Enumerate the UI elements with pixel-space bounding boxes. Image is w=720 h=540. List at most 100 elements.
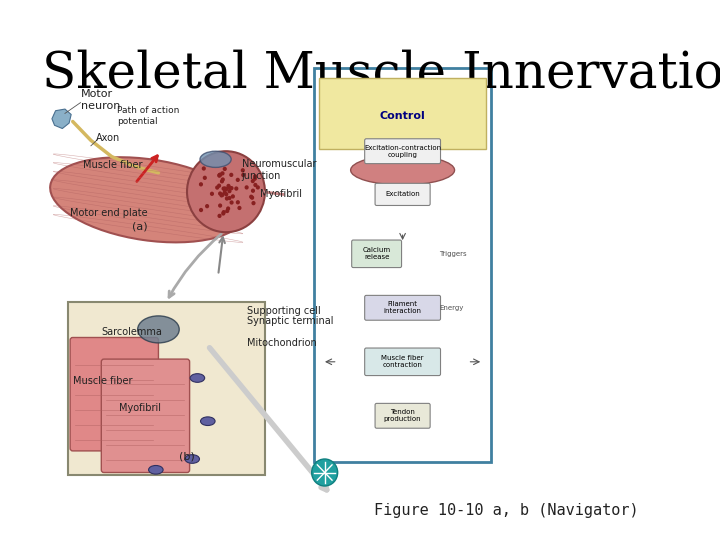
Circle shape	[217, 173, 222, 178]
Text: Muscle fiber
contraction: Muscle fiber contraction	[382, 355, 424, 368]
FancyBboxPatch shape	[70, 338, 158, 451]
Circle shape	[245, 185, 248, 190]
Text: Filament
interaction: Filament interaction	[384, 301, 422, 314]
FancyBboxPatch shape	[351, 240, 402, 267]
Circle shape	[222, 186, 225, 191]
Text: Control: Control	[379, 111, 426, 121]
Circle shape	[226, 206, 230, 211]
Text: Energy: Energy	[439, 305, 464, 311]
Circle shape	[224, 187, 228, 191]
Text: Excitation: Excitation	[385, 191, 420, 198]
Text: Mitochondrion: Mitochondrion	[247, 338, 317, 348]
Circle shape	[234, 186, 238, 191]
Circle shape	[235, 200, 240, 205]
FancyBboxPatch shape	[102, 359, 189, 472]
Circle shape	[215, 185, 220, 190]
Circle shape	[187, 151, 265, 232]
Ellipse shape	[138, 316, 179, 343]
Circle shape	[256, 185, 260, 190]
Ellipse shape	[201, 417, 215, 426]
Ellipse shape	[185, 455, 199, 463]
Circle shape	[217, 184, 221, 188]
FancyBboxPatch shape	[68, 302, 265, 475]
Circle shape	[218, 191, 222, 195]
Circle shape	[199, 208, 203, 212]
Text: Excitation-contraction
coupling: Excitation-contraction coupling	[364, 145, 441, 158]
Circle shape	[222, 167, 227, 171]
Circle shape	[250, 195, 254, 200]
Circle shape	[220, 179, 224, 184]
Circle shape	[218, 172, 222, 177]
Circle shape	[231, 194, 235, 199]
Text: Muscle fiber: Muscle fiber	[83, 160, 143, 170]
Circle shape	[228, 196, 232, 200]
Text: Muscle fiber: Muscle fiber	[73, 376, 132, 386]
Circle shape	[224, 192, 228, 197]
Circle shape	[253, 183, 258, 187]
Circle shape	[230, 186, 233, 190]
FancyBboxPatch shape	[320, 78, 486, 148]
Text: Skeletal Muscle Innervation: Skeletal Muscle Innervation	[42, 49, 720, 98]
Circle shape	[230, 200, 234, 205]
Circle shape	[210, 192, 214, 196]
Circle shape	[222, 210, 226, 214]
Circle shape	[221, 177, 225, 181]
Circle shape	[235, 178, 240, 182]
Text: Axon: Axon	[96, 133, 120, 143]
Ellipse shape	[351, 155, 454, 185]
Circle shape	[249, 194, 253, 199]
Circle shape	[228, 189, 232, 193]
Circle shape	[312, 459, 338, 486]
Circle shape	[223, 187, 227, 192]
Text: Sarcolemma: Sarcolemma	[102, 327, 162, 337]
Text: Myofibril: Myofibril	[260, 190, 302, 199]
Text: Calcium
release: Calcium release	[363, 247, 391, 260]
Circle shape	[253, 177, 257, 181]
Text: Motor end plate: Motor end plate	[70, 208, 148, 218]
FancyBboxPatch shape	[364, 348, 441, 376]
Circle shape	[205, 204, 210, 208]
Circle shape	[220, 193, 225, 197]
Circle shape	[238, 206, 241, 210]
Circle shape	[222, 191, 227, 195]
Text: (b): (b)	[179, 451, 195, 461]
Circle shape	[217, 214, 222, 218]
FancyBboxPatch shape	[315, 68, 491, 462]
Circle shape	[217, 173, 222, 177]
Circle shape	[251, 179, 255, 183]
Text: Supporting cell: Supporting cell	[247, 306, 320, 315]
FancyBboxPatch shape	[375, 183, 430, 205]
Ellipse shape	[190, 374, 204, 382]
Text: Triggers: Triggers	[439, 251, 467, 257]
Circle shape	[202, 166, 206, 171]
Ellipse shape	[148, 465, 163, 474]
FancyBboxPatch shape	[375, 403, 430, 428]
Text: Motor
neuron: Motor neuron	[81, 89, 120, 111]
Circle shape	[225, 197, 229, 201]
Ellipse shape	[200, 151, 231, 167]
Circle shape	[203, 176, 207, 180]
Text: Synaptic terminal: Synaptic terminal	[247, 316, 333, 326]
Text: Path of action
potential: Path of action potential	[117, 106, 179, 126]
Circle shape	[240, 168, 245, 172]
Circle shape	[218, 204, 222, 208]
Circle shape	[227, 185, 231, 190]
Ellipse shape	[50, 157, 246, 242]
Circle shape	[251, 188, 255, 193]
Circle shape	[199, 182, 203, 186]
Circle shape	[251, 201, 256, 205]
Text: Neuromuscular
junction: Neuromuscular junction	[242, 159, 316, 181]
FancyBboxPatch shape	[364, 139, 441, 164]
Circle shape	[222, 186, 227, 191]
Circle shape	[229, 173, 233, 177]
Circle shape	[241, 173, 246, 177]
Text: (a): (a)	[132, 222, 148, 232]
Text: Tendon
production: Tendon production	[384, 409, 421, 422]
Circle shape	[225, 209, 229, 213]
Polygon shape	[52, 109, 71, 129]
Circle shape	[221, 211, 225, 215]
FancyBboxPatch shape	[364, 295, 441, 320]
Text: Myofibril: Myofibril	[120, 403, 161, 413]
Circle shape	[253, 174, 257, 179]
Text: Figure 10-10 a, b (Navigator): Figure 10-10 a, b (Navigator)	[374, 503, 639, 518]
